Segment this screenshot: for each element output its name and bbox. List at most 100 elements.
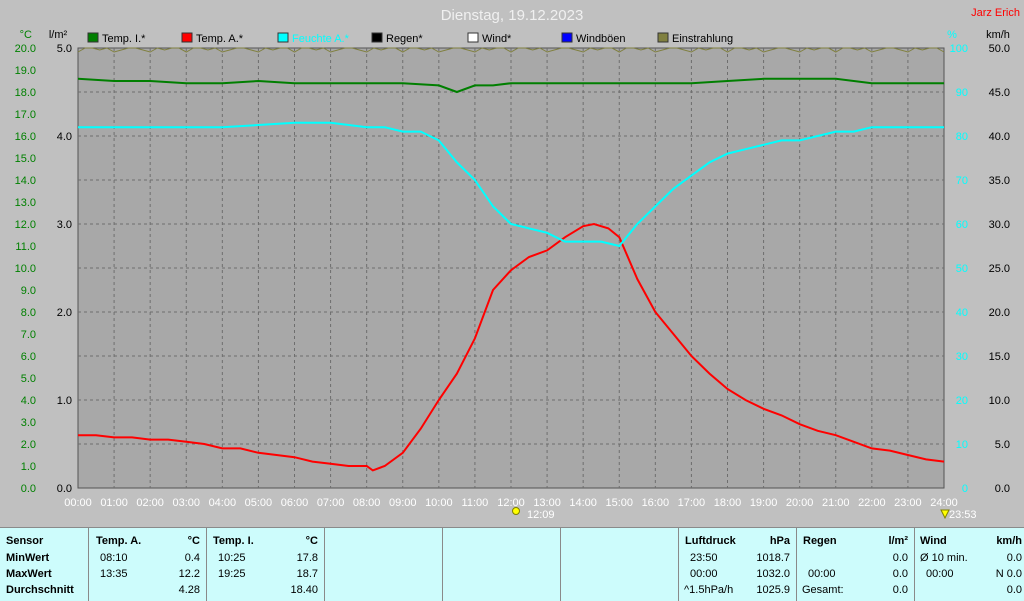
temp-i-unit: °C [305,535,318,547]
time-tick-label: 05:00 [245,497,273,509]
temp-tick-label: 5.0 [21,373,36,385]
chart-title: Dienstag, 19.12.2023 [441,7,584,24]
wind-tick-label: 40.0 [989,131,1010,143]
temp-tick-label: 17.0 [15,109,36,121]
minwert-label: MinWert [6,552,50,564]
rain-tick-label: 3.0 [57,219,72,231]
temp-a-min-time: 08:10 [100,552,128,564]
temp-tick-label: 0.0 [21,483,36,495]
pct-tick-label: 60 [956,219,968,231]
temp-tick-label: 20.0 [15,43,36,55]
time-tick-label: 08:00 [353,497,381,509]
time-tick-label: 21:00 [822,497,850,509]
time-tick-label: 10:00 [425,497,453,509]
series-line [78,222,945,472]
time-tick-label: 16:00 [642,497,670,509]
wind-tick-label: 20.0 [989,307,1010,319]
legend-label: Windböen [576,33,626,45]
divider [324,528,325,601]
sun-marker: 12:09 [512,507,555,521]
time-tick-label: 09:00 [389,497,417,509]
wind-axis-unit: km/h [986,29,1010,41]
regen-total-label: Gesamt: [802,584,844,596]
legend: Temp. I.* Temp. A.* Feuchte A.* Regen* Wind*… [87,32,733,45]
rain-tick-label: 2.0 [57,307,72,319]
grid [78,48,944,488]
time-tick-label: 11:00 [462,497,489,509]
pct-tick-label: 10 [956,439,968,451]
sensor-header: Sensor [6,535,44,547]
luftdruck-max-value: 1032.0 [756,568,790,580]
temp-a-header: Temp. A. [96,535,142,547]
wind-header: Wind [920,535,947,547]
wind-max-value: N 0.0 [995,568,1022,580]
rain-tick-label: 0.0 [57,483,72,495]
legend-label: Temp. A.* [196,33,244,45]
rain-axis-unit: l/m² [49,29,68,41]
temp-tick-label: 4.0 [21,395,36,407]
pct-tick-label: 40 [956,307,968,319]
temp-a-max-value: 12.2 [178,568,200,580]
series-lines [77,77,945,472]
pct-tick-label: 30 [956,351,968,363]
regen-total-value: 0.0 [892,584,908,596]
temp-tick-label: 15.0 [15,153,36,165]
legend-label: Temp. I.* [102,33,146,45]
wind-avg-value: 0.0 [1006,552,1022,564]
sun-icon [512,507,520,515]
chart-svg: 0.0 1.0 2.0 3.0 4.0 5.0 6.0 7.0 8.0 9.0 10.0 11.0 12… [14,7,1020,521]
temp-tick-label: 9.0 [21,285,36,297]
pct-tick-label: 20 [956,395,968,407]
luftdruck-unit: hPa [769,535,790,547]
author-label: Jarz Erich [971,7,1020,19]
pct-tick-label: 100 [950,43,968,55]
regen-max-value: 0.0 [892,568,908,580]
wind-max-time: 00:00 [926,568,954,580]
time-tick-label: 19:00 [750,497,778,509]
temp-a-max-time: 13:35 [100,568,128,580]
time-tick-label: 03:00 [172,497,200,509]
divider [796,528,797,601]
temp-a-avg-value: 4.28 [178,584,200,596]
tick-labels: 0.0 1.0 2.0 3.0 4.0 5.0 6.0 7.0 8.0 9.0 10.0 11.0 12… [15,43,1010,509]
rain-tick-label: 1.0 [57,395,72,407]
wind-tick-label: 5.0 [995,439,1010,451]
moon-icon [940,509,950,520]
luftdruck-min-value: 1018.7 [756,552,790,564]
wind-tick-label: 25.0 [989,263,1010,275]
divider [88,528,89,601]
pct-tick-label: 0 [962,483,968,495]
temp-tick-label: 14.0 [15,175,36,187]
moon-time: 23:53 [949,509,977,521]
temp-i-min-value: 17.8 [296,552,318,564]
legend-label: Wind* [482,33,512,45]
wind-total-value: 0.0 [1006,584,1022,596]
temp-i-header: Temp. I. [213,535,254,547]
time-tick-label: 24:00 [930,497,958,509]
temp-i-max-time: 19:25 [218,568,246,580]
temp-tick-label: 3.0 [21,417,36,429]
radiation-line [77,47,945,53]
temp-a-min-value: 0.4 [184,552,200,564]
temp-tick-label: 19.0 [15,65,36,77]
time-tick-label: 01:00 [100,497,128,509]
luftdruck-trend: ^1.5hPa/h [684,584,734,596]
wind-avg-label: Ø 10 min. [920,552,968,564]
rain-tick-label: 5.0 [57,43,72,55]
time-tick-label: 04:00 [209,497,237,509]
wind-unit: km/h [996,535,1022,547]
temp-tick-label: 18.0 [15,87,36,99]
regen-min-value: 0.0 [892,552,908,564]
regen-unit: l/m² [888,535,908,547]
legend-label: Einstrahlung [672,33,733,45]
wind-tick-label: 35.0 [989,175,1010,187]
temp-tick-label: 13.0 [15,197,36,209]
durchschnitt-label: Durchschnitt [6,584,74,596]
legend-swatch [181,32,193,43]
wind-tick-label: 45.0 [989,87,1010,99]
time-tick-label: 00:00 [64,497,92,509]
time-tick-label: 06:00 [281,497,309,509]
wind-tick-label: 50.0 [989,43,1010,55]
time-tick-label: 20:00 [786,497,814,509]
time-tick-label: 17:00 [678,497,706,509]
